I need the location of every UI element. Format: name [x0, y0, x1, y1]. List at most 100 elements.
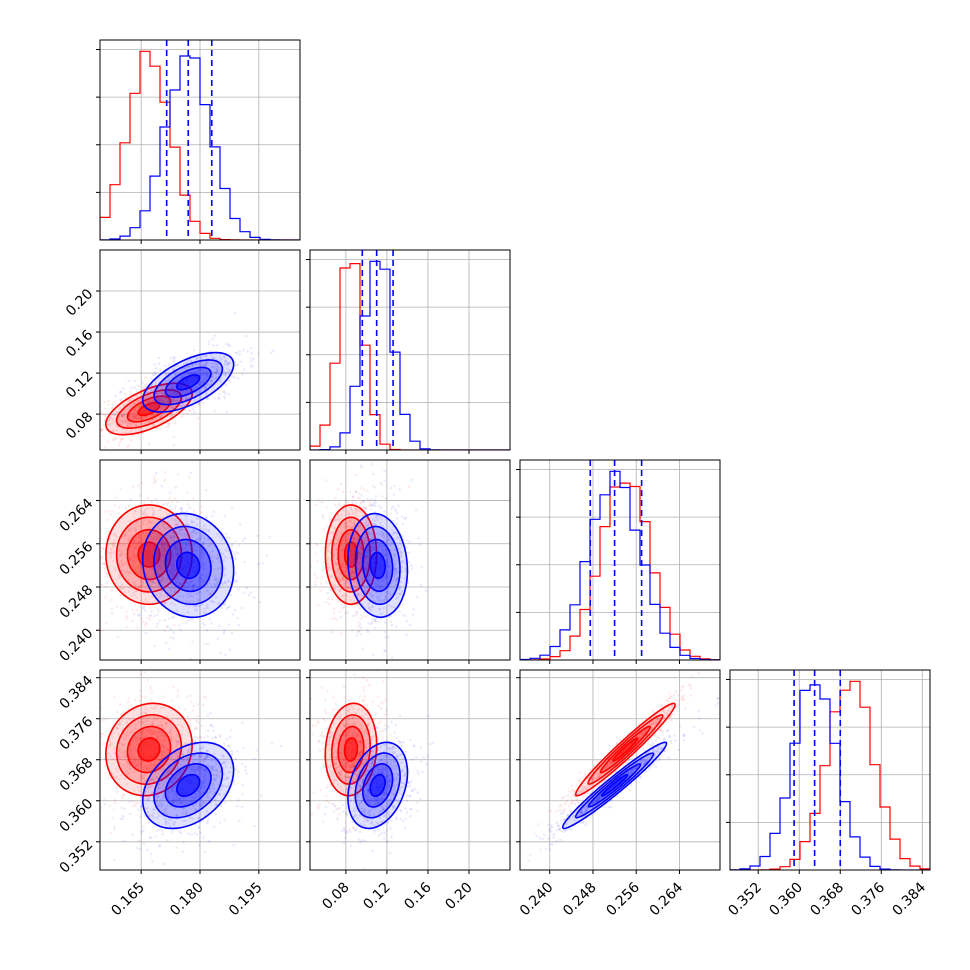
sample-point: [174, 581, 178, 584]
sample-point: [167, 792, 171, 795]
sample-point: [111, 406, 115, 410]
sample-point: [122, 438, 125, 441]
sample-point: [177, 583, 180, 586]
sample-point: [174, 797, 178, 801]
sample-point: [164, 818, 167, 821]
sample-point: [369, 537, 373, 541]
sample-point: [129, 744, 132, 747]
sample-point: [383, 649, 386, 653]
sample-point: [183, 532, 187, 536]
sample-point: [319, 582, 323, 585]
sample-point: [120, 713, 123, 716]
sample-point: [187, 582, 191, 585]
sample-point: [361, 730, 365, 733]
sample-point: [113, 828, 116, 831]
sample-point: [201, 573, 204, 577]
sample-point: [112, 438, 115, 442]
sample-point: [129, 742, 132, 746]
sample-point: [341, 544, 345, 548]
sample-point: [124, 506, 128, 510]
sample-point: [103, 803, 107, 806]
sample-point: [199, 831, 203, 834]
sample-point: [166, 561, 169, 564]
sample-point: [206, 374, 210, 378]
sample-point: [338, 812, 341, 816]
sample-point: [155, 717, 159, 721]
sample-point: [151, 384, 154, 387]
sample-point: [168, 505, 172, 508]
sample-point: [202, 563, 206, 566]
sample-point: [160, 726, 163, 729]
sample-point: [104, 595, 108, 599]
sample-point: [195, 386, 198, 390]
sample-point: [376, 595, 379, 599]
sample-point: [173, 404, 176, 408]
sample-point: [378, 586, 382, 589]
sample-point: [259, 794, 263, 797]
sample-point: [97, 593, 100, 596]
blue-histogram: [100, 55, 300, 240]
sample-point: [196, 545, 200, 548]
sample-point: [343, 733, 346, 737]
panel-0-0: [96, 39, 301, 244]
sample-point: [185, 810, 188, 814]
sample-point: [171, 736, 174, 739]
sample-point: [214, 377, 218, 380]
sample-point: [182, 840, 185, 844]
sample-point: [234, 351, 237, 355]
sample-point: [172, 615, 176, 619]
sample-point: [210, 767, 214, 770]
sample-point: [354, 507, 357, 511]
sample-point: [142, 774, 146, 778]
sample-point: [125, 765, 129, 769]
sample-point: [353, 727, 356, 730]
sample-point: [363, 589, 367, 593]
sample-point: [222, 558, 226, 561]
sample-point: [359, 617, 363, 621]
sample-point: [364, 518, 368, 522]
sample-point: [148, 420, 152, 424]
sample-point: [143, 724, 146, 727]
sample-point: [135, 394, 139, 398]
sample-point: [171, 795, 175, 798]
sample-point: [326, 743, 330, 747]
sample-point: [357, 544, 361, 547]
sample-point: [223, 602, 227, 606]
sample-point: [127, 400, 131, 403]
sample-point: [93, 558, 96, 561]
sample-point: [211, 374, 214, 378]
sample-point: [149, 729, 153, 732]
sample-point: [334, 561, 337, 565]
sample-point: [158, 730, 162, 734]
sample-point: [204, 363, 208, 367]
sample-point: [170, 818, 173, 821]
sample-point: [158, 397, 161, 401]
sample-point: [156, 622, 160, 625]
sample-point: [405, 633, 408, 637]
sample-point: [220, 761, 224, 765]
panel-frame: [309, 459, 511, 661]
sample-point: [344, 499, 348, 502]
sample-point: [161, 542, 164, 546]
sample-point: [325, 786, 328, 789]
red-histogram: [100, 50, 300, 240]
sample-point: [211, 356, 214, 360]
sample-point: [150, 732, 153, 736]
sample-point: [108, 542, 112, 546]
sample-point: [156, 736, 160, 740]
sample-point: [167, 553, 170, 557]
sample-point: [208, 724, 212, 727]
sample-point: [160, 744, 164, 748]
sample-point: [167, 586, 171, 589]
sample-point: [159, 397, 162, 401]
sample-point: [231, 752, 234, 755]
sample-point: [345, 761, 349, 765]
sample-point: [152, 730, 155, 734]
sample-point: [328, 735, 332, 739]
sample-point: [203, 800, 206, 804]
sample-point: [152, 722, 155, 726]
sample-point: [108, 743, 112, 747]
sample-point: [202, 363, 206, 367]
sample-point: [170, 393, 173, 397]
sample-point: [321, 516, 325, 520]
